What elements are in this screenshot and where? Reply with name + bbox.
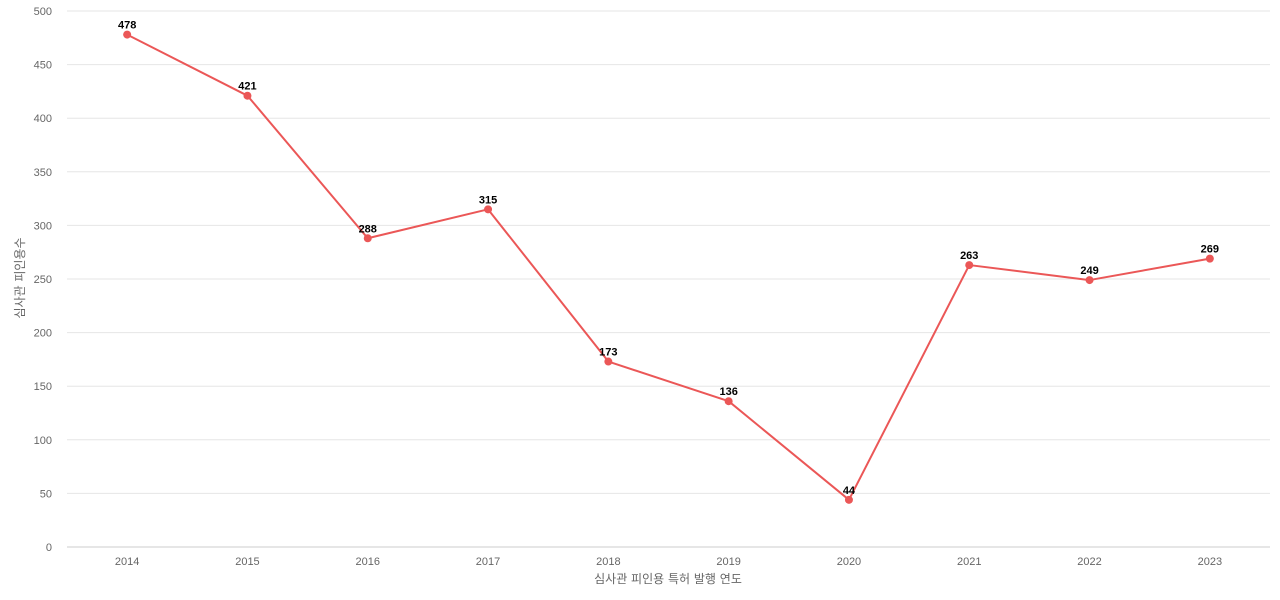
y-tick-label: 0 [46, 542, 52, 554]
data-label: 315 [479, 194, 497, 206]
x-tick-label: 2014 [115, 556, 139, 568]
data-label: 478 [118, 20, 136, 32]
y-tick-label: 250 [34, 274, 52, 286]
data-label: 44 [843, 485, 856, 497]
data-label: 263 [960, 250, 978, 262]
x-tick-label: 2017 [476, 556, 500, 568]
y-tick-label: 400 [34, 113, 52, 125]
data-label: 136 [719, 386, 737, 398]
x-tick-label: 2016 [356, 556, 380, 568]
x-tick-label: 2020 [837, 556, 861, 568]
x-tick-label: 2022 [1077, 556, 1101, 568]
y-axis-title: 심사관 피인용수 [13, 237, 27, 318]
data-point[interactable] [363, 234, 372, 243]
data-point[interactable] [604, 357, 613, 366]
x-tick-label: 2018 [596, 556, 620, 568]
data-point[interactable] [243, 91, 252, 100]
series-line [126, 33, 1211, 501]
y-tick-label: 150 [34, 381, 52, 393]
x-tick-label: 2021 [957, 556, 981, 568]
y-tick-label: 450 [34, 60, 52, 72]
data-label: 421 [238, 81, 256, 93]
data-label: 249 [1080, 265, 1098, 277]
axes: 0 50 100 150 200 250 300 350 400 450 500 2014 2015 20… [34, 6, 1270, 568]
data-point[interactable] [484, 205, 493, 214]
y-tick-label: 200 [34, 328, 52, 340]
x-axis-title: 심사관 피인용 특허 발행 연도 [594, 571, 742, 586]
y-tick-label: 350 [34, 167, 52, 179]
y-tick-label: 300 [34, 220, 52, 232]
data-point[interactable] [844, 495, 853, 504]
data-label: 269 [1201, 244, 1219, 256]
y-tick-label: 50 [40, 488, 52, 500]
y-tick-label: 500 [34, 6, 52, 18]
data-point[interactable] [1085, 276, 1094, 285]
x-tick-label: 2023 [1198, 556, 1222, 568]
gridlines [67, 10, 1270, 494]
series [123, 30, 1214, 504]
x-tick-label: 2019 [716, 556, 740, 568]
x-tick-label: 2015 [235, 556, 259, 568]
data-point[interactable] [123, 30, 132, 39]
data-point[interactable] [965, 261, 974, 270]
data-point[interactable] [1205, 254, 1214, 263]
data-label: 173 [599, 347, 617, 359]
data-label: 288 [359, 223, 377, 235]
y-tick-label: 100 [34, 435, 52, 447]
data-labels: 478 421 288 315 173 136 44 263 249 269 [118, 20, 1219, 497]
data-point[interactable] [724, 397, 733, 406]
